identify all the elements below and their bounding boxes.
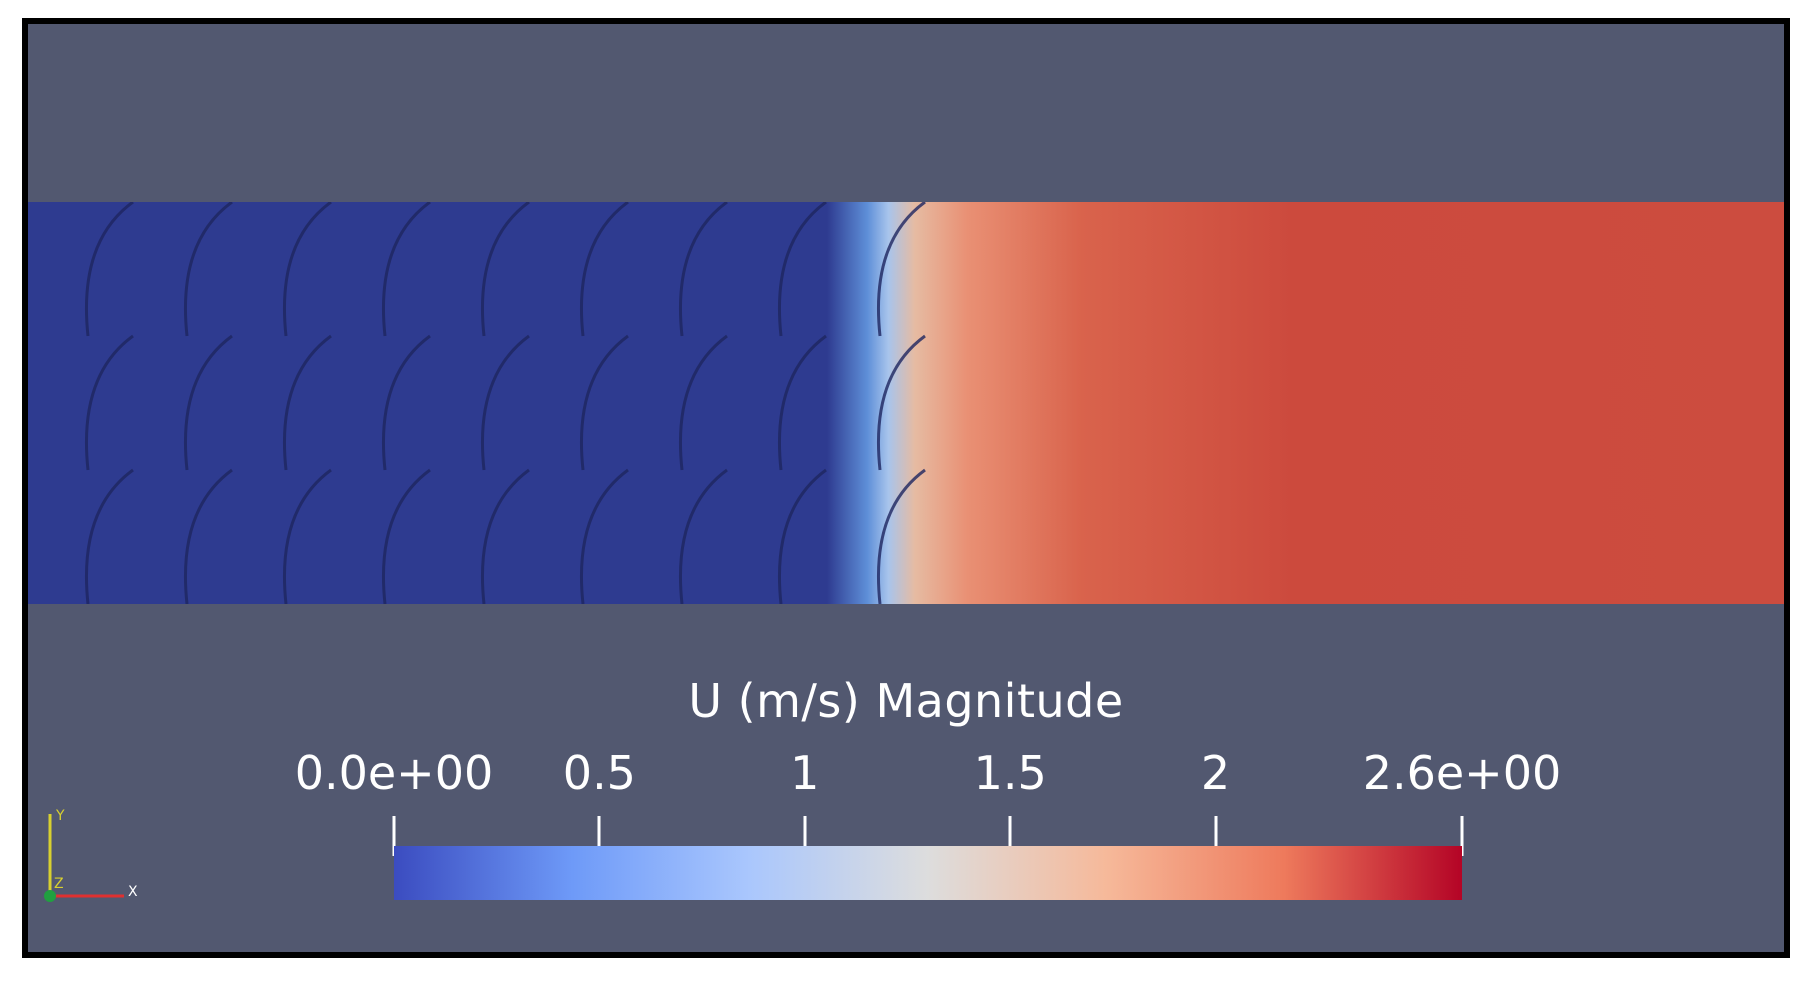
colorbar-tick-mark: [392, 816, 396, 856]
colorbar-tick-mark: [597, 816, 601, 856]
colorbar-tick-label: 2.6e+00: [1362, 746, 1562, 800]
mesh-arc: [282, 334, 332, 471]
mesh-arc: [777, 202, 827, 337]
colorbar-tick-label: 0.5: [562, 746, 636, 800]
render-viewport[interactable]: U (m/s) Magnitude 0.0e+00 0.5 1 1.5 2 2.6e+00…: [28, 24, 1784, 952]
mesh-arc: [678, 202, 728, 337]
colorbar: [394, 846, 1462, 900]
mesh-arc: [678, 334, 728, 471]
colorbar-tick-mark: [1008, 816, 1012, 856]
colorbar-tick-label: 2: [1200, 746, 1231, 800]
mesh-arc: [480, 468, 530, 604]
mesh-arc: [381, 334, 431, 471]
colorbar-tick-label: 1: [790, 746, 820, 800]
render-view-frame: U (m/s) Magnitude 0.0e+00 0.5 1 1.5 2 2.6e+00…: [22, 18, 1790, 958]
mesh-arc: [84, 334, 134, 471]
colorbar-tick-label: 0.0e+00: [294, 746, 494, 800]
mesh-arc: [282, 468, 332, 604]
mesh-arc: [381, 202, 431, 337]
mesh-arc: [183, 334, 233, 471]
mesh-arc: [183, 202, 233, 337]
colorbar-tick-mark: [1214, 816, 1218, 856]
orientation-axes-widget: Y Z X: [44, 808, 138, 902]
mesh-arc: [282, 202, 332, 337]
colorbar-tick-mark: [803, 816, 807, 856]
z-axis-label: Z: [54, 876, 64, 892]
mesh-arc: [579, 202, 629, 337]
mesh-arc: [183, 468, 233, 604]
colorbar-tick-mark: [1460, 816, 1464, 856]
mesh-arc: [84, 202, 134, 337]
x-axis-label: X: [128, 884, 138, 900]
mesh-arc: [579, 468, 629, 604]
mesh-arc: [876, 202, 926, 337]
mesh-arc: [777, 468, 827, 604]
mesh-arc: [480, 334, 530, 471]
mesh-arc: [876, 468, 926, 604]
z-axis-dot: [44, 890, 56, 902]
mesh-arc: [876, 334, 926, 471]
mesh-arc: [678, 468, 728, 604]
mesh-arc: [579, 334, 629, 471]
colorbar-tick-label: 1.5: [973, 746, 1047, 800]
mesh-arc: [84, 468, 134, 604]
mesh-boundary-lines: [84, 202, 926, 604]
colorbar-title: U (m/s) Magnitude: [688, 674, 1124, 728]
velocity-field-render: [28, 202, 1784, 604]
fluid-domain: [28, 202, 1784, 604]
mesh-arc: [777, 334, 827, 471]
mesh-arc: [480, 202, 530, 337]
y-axis-label: Y: [55, 808, 65, 824]
mesh-arc: [381, 468, 431, 604]
